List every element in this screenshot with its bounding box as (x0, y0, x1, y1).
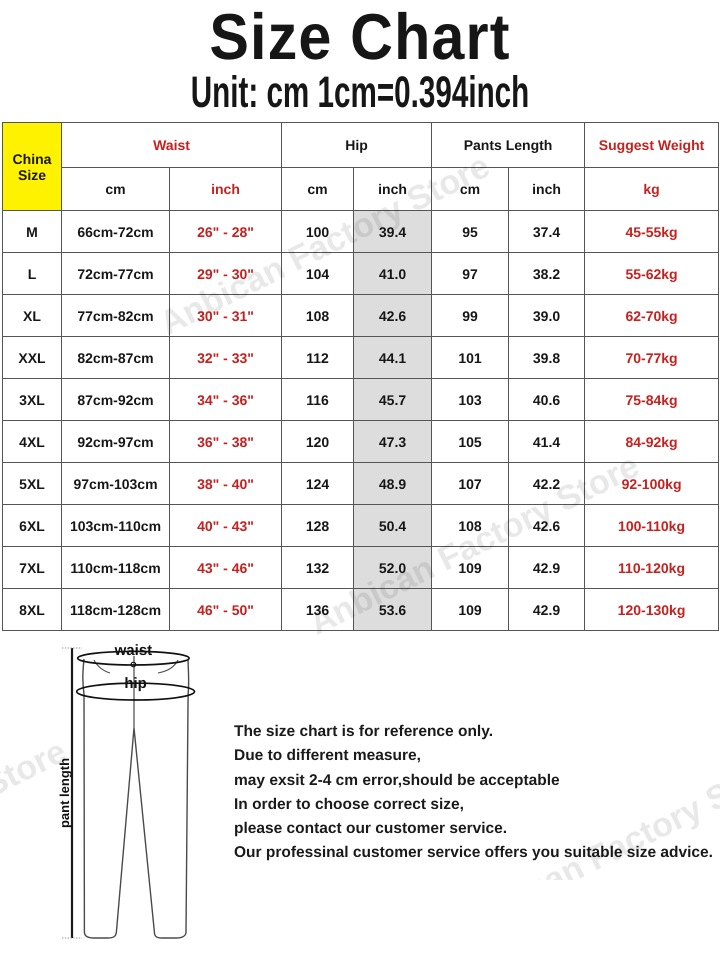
svg-text:waist: waist (114, 642, 153, 659)
svg-text:hip: hip (124, 675, 147, 692)
svg-text:pant length: pant length (57, 758, 72, 828)
